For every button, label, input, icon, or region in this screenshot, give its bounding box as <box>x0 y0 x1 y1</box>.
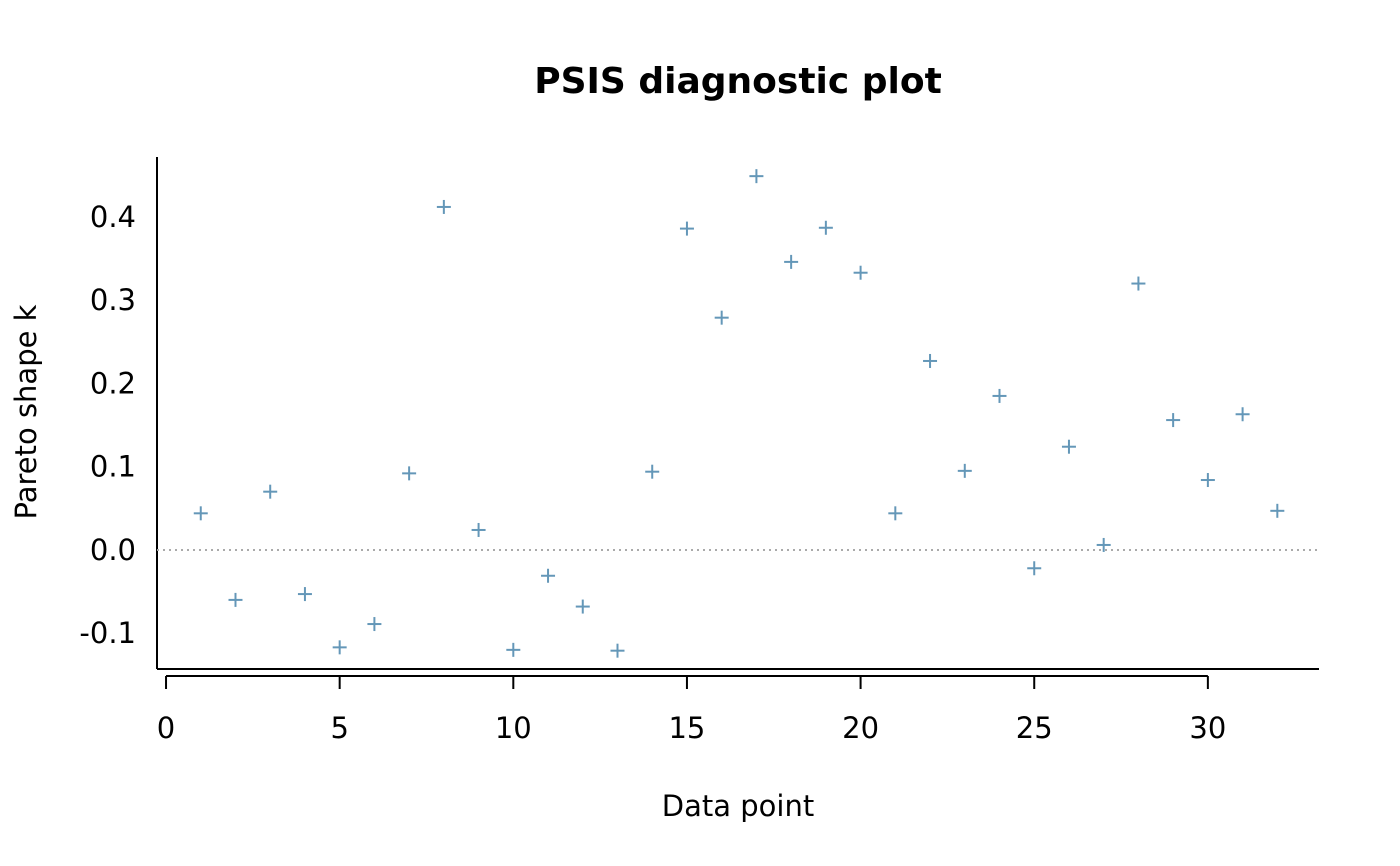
x-axis-label: Data point <box>662 789 814 823</box>
x-tick-label: 10 <box>495 711 532 745</box>
data-point <box>645 464 660 479</box>
data-point <box>436 199 451 214</box>
x-tick-label: 25 <box>1016 711 1053 745</box>
data-point <box>367 617 382 632</box>
data-point <box>471 522 486 537</box>
data-point <box>923 353 938 368</box>
data-point <box>853 265 868 280</box>
data-point <box>1200 473 1215 488</box>
data-point <box>1061 439 1076 454</box>
data-point <box>332 640 347 655</box>
data-point <box>1131 276 1146 291</box>
y-axis-label: Pareto shape k <box>9 304 43 519</box>
x-tick-label: 30 <box>1189 711 1226 745</box>
data-point <box>784 254 799 269</box>
y-tick-label: 0.0 <box>90 533 136 567</box>
x-tick-label: 0 <box>157 711 175 745</box>
data-point <box>297 587 312 602</box>
data-point <box>818 220 833 235</box>
data-point <box>506 642 521 657</box>
data-point <box>541 568 556 583</box>
y-tick-label: 0.3 <box>90 283 136 317</box>
x-tick-label: 20 <box>842 711 879 745</box>
data-point <box>957 463 972 478</box>
chart-title: PSIS diagnostic plot <box>534 61 942 102</box>
y-tick-label: 0.2 <box>90 366 136 400</box>
data-point <box>749 169 764 184</box>
data-point <box>610 643 625 658</box>
data-point <box>228 592 243 607</box>
y-tick-label: 0.1 <box>90 450 136 484</box>
x-tick-label: 15 <box>668 711 705 745</box>
data-point <box>575 599 590 614</box>
data-point <box>1166 413 1181 428</box>
data-point <box>1096 537 1111 552</box>
x-tick-label: 5 <box>330 711 348 745</box>
data-point <box>992 388 1007 403</box>
data-point <box>1027 561 1042 576</box>
data-point <box>714 310 729 325</box>
y-tick-label: -0.1 <box>79 616 136 650</box>
data-point <box>679 221 694 236</box>
data-point <box>1270 503 1285 518</box>
data-point <box>888 506 903 521</box>
data-points <box>193 169 1285 658</box>
y-tick-label: 0.4 <box>90 200 136 234</box>
data-point <box>263 484 278 499</box>
data-point <box>1235 407 1250 422</box>
data-point <box>402 466 417 481</box>
axes: 0 5 10 15 20 25 30 -0.1 0.0 0.1 0.2 0.3 0.4 <box>79 157 1319 745</box>
data-point <box>193 506 208 521</box>
